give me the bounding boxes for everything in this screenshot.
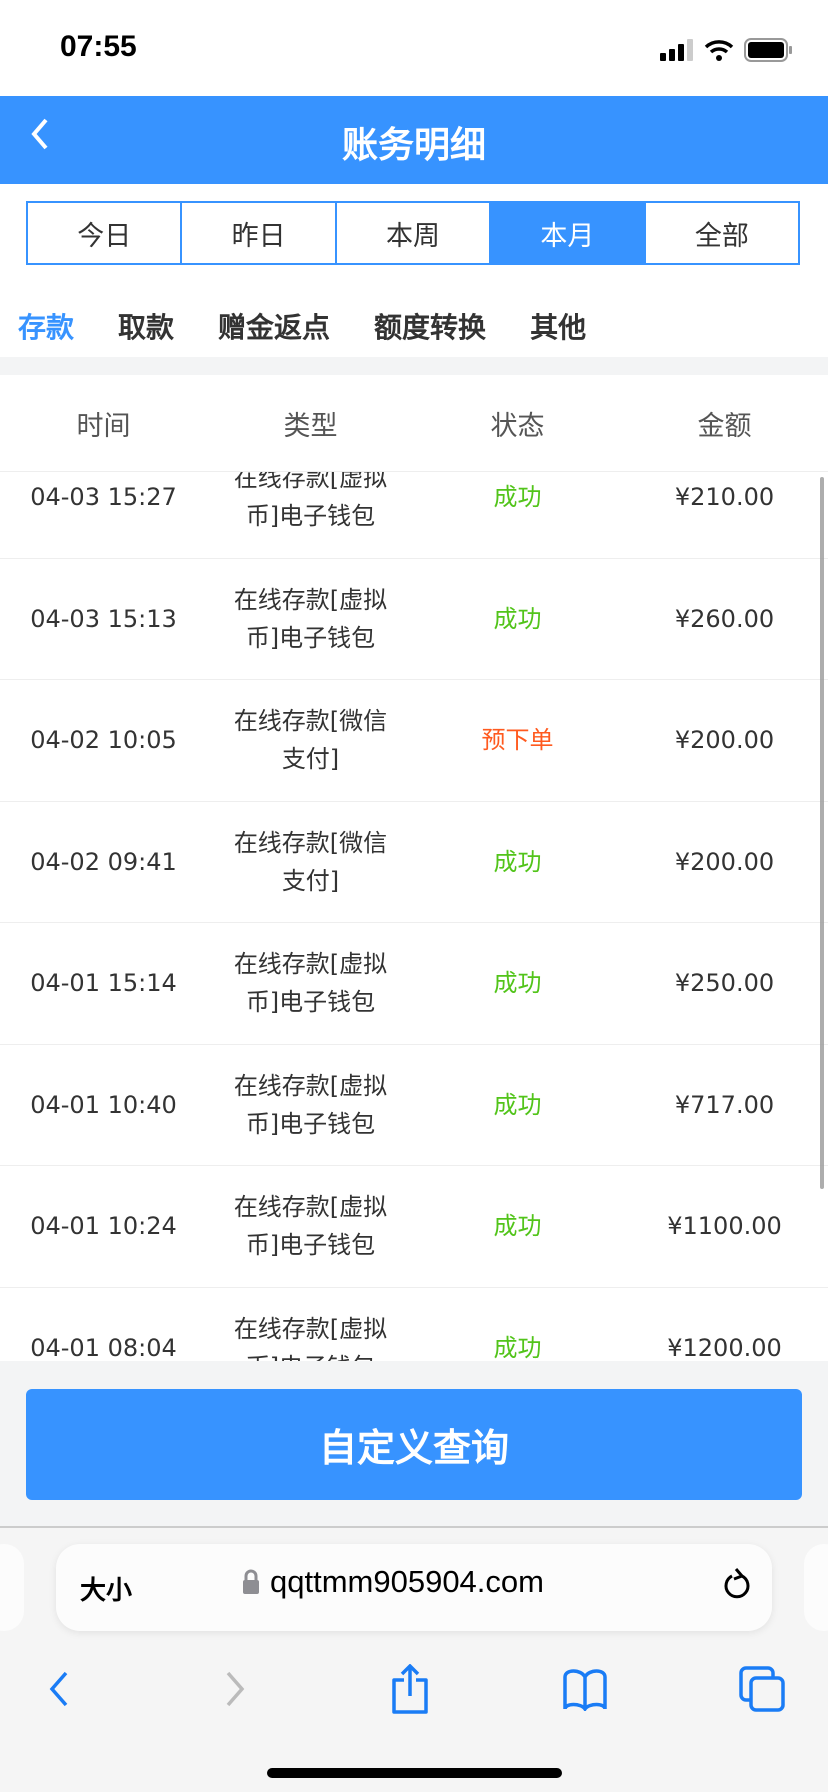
custom-query-button[interactable]: 自定义查询 <box>26 1389 802 1500</box>
row-type: 在线存款[虚拟币]电子钱包 <box>233 1071 388 1138</box>
reload-button[interactable] <box>722 1566 752 1611</box>
row-amount: ¥250.00 <box>674 969 775 998</box>
col-amount: 金额 <box>697 410 752 442</box>
signal-icon <box>660 39 693 61</box>
tabs-button[interactable] <box>732 1659 792 1719</box>
tab-withdraw[interactable]: 取款 <box>118 311 175 344</box>
row-status: 成功 <box>493 847 542 876</box>
row-amount: ¥210.00 <box>674 483 775 512</box>
text-size-button[interactable]: 大小 <box>80 1576 133 1606</box>
tab-other[interactable]: 其他 <box>530 311 587 344</box>
row-time: 04-02 10:05 <box>30 726 177 755</box>
row-type: 在线存款[虚拟币]电子钱包 <box>233 950 388 1017</box>
row-time: 04-01 10:24 <box>30 1212 177 1241</box>
row-type: 在线存款[虚拟币]电子钱包 <box>233 472 388 531</box>
share-icon <box>392 1664 428 1714</box>
book-icon <box>563 1669 607 1711</box>
divider <box>0 357 828 375</box>
wifi-icon <box>704 40 734 61</box>
table-row[interactable]: 04-02 09:41 在线存款[微信支付] 成功 ¥200.00 <box>0 802 828 923</box>
category-tabs: 存款 取款 赠金返点 额度转换 其他 <box>18 306 586 346</box>
tab-this-week[interactable]: 本周 <box>336 203 492 263</box>
tab-transfer[interactable]: 额度转换 <box>374 311 487 344</box>
row-type: 在线存款[虚拟币]电子钱包 <box>233 1314 388 1361</box>
row-time: 04-02 09:41 <box>30 847 177 876</box>
row-status: 成功 <box>493 1212 542 1241</box>
back-button[interactable] <box>28 114 52 164</box>
share-button[interactable] <box>380 1659 440 1719</box>
row-amount: ¥200.00 <box>674 726 775 755</box>
prev-tab-card[interactable] <box>0 1544 24 1631</box>
url-text: qqttmm905904.com <box>270 1564 544 1599</box>
row-type: 在线存款[虚拟币]电子钱包 <box>233 585 388 652</box>
bottom-bar: 自定义查询 <box>0 1361 828 1526</box>
row-time: 04-01 08:04 <box>30 1333 177 1361</box>
chevron-left-icon <box>31 118 48 150</box>
col-status: 状态 <box>490 410 545 442</box>
table-row[interactable]: 04-01 15:14 在线存款[虚拟币]电子钱包 成功 ¥250.00 <box>0 923 828 1045</box>
table-row[interactable]: 04-03 15:27 在线存款[虚拟币]电子钱包 成功 ¥210.00 <box>0 472 828 559</box>
col-type: 类型 <box>283 410 338 442</box>
row-time: 04-01 10:40 <box>30 1090 177 1119</box>
chevron-left-icon <box>49 1671 68 1707</box>
row-type: 在线存款[微信支付] <box>233 828 388 895</box>
status-bar: 07:55 <box>0 0 828 96</box>
row-status: 成功 <box>493 1090 542 1119</box>
row-amount: ¥200.00 <box>674 847 775 876</box>
bookmarks-button[interactable] <box>555 1659 615 1719</box>
tab-bonus-rebate[interactable]: 赠金返点 <box>218 311 331 344</box>
row-type: 在线存款[微信支付] <box>233 707 388 774</box>
row-amount: ¥1100.00 <box>667 1212 782 1241</box>
row-time: 04-03 15:27 <box>30 483 177 512</box>
row-type: 在线存款[虚拟币]电子钱包 <box>233 1193 388 1260</box>
tab-this-month[interactable]: 本月 <box>491 203 646 263</box>
chevron-right-icon <box>226 1671 245 1707</box>
table-row[interactable]: 04-01 10:40 在线存款[虚拟币]电子钱包 成功 ¥717.00 <box>0 1045 828 1166</box>
next-tab-card[interactable] <box>804 1544 828 1631</box>
table-row[interactable]: 04-03 15:13 在线存款[虚拟币]电子钱包 成功 ¥260.00 <box>0 559 828 680</box>
address-bar[interactable]: 大小 qqttmm905904.com <box>56 1544 772 1631</box>
tab-deposit[interactable]: 存款 <box>18 311 75 344</box>
row-status: 成功 <box>493 1333 542 1361</box>
app-header: 账务明细 <box>0 96 828 184</box>
battery-icon <box>744 38 792 62</box>
clock: 07:55 <box>60 30 137 63</box>
row-status: 预下单 <box>481 726 554 755</box>
row-time: 04-01 15:14 <box>30 969 177 998</box>
browser-back-button[interactable] <box>28 1659 88 1719</box>
row-amount: ¥717.00 <box>674 1090 775 1119</box>
row-status: 成功 <box>493 483 542 512</box>
row-status: 成功 <box>493 604 542 633</box>
table-row[interactable]: 04-01 10:24 在线存款[虚拟币]电子钱包 成功 ¥1100.00 <box>0 1166 828 1288</box>
page-title: 账务明细 <box>341 125 486 166</box>
tab-all[interactable]: 全部 <box>645 203 799 263</box>
col-time: 时间 <box>76 410 131 442</box>
browser-toolbar: 大小 qqttmm905904.com <box>0 1526 828 1792</box>
tab-today[interactable]: 今日 <box>28 203 183 263</box>
home-indicator <box>267 1768 562 1778</box>
table-header: 时间 类型 状态 金额 <box>0 375 828 472</box>
row-time: 04-03 15:13 <box>30 604 177 633</box>
table-row[interactable]: 04-01 08:04 在线存款[虚拟币]电子钱包 成功 ¥1200.00 <box>0 1288 828 1361</box>
lock-icon <box>243 1569 259 1594</box>
scrollbar[interactable] <box>820 477 824 1189</box>
row-amount: ¥1200.00 <box>667 1333 782 1361</box>
tabs-icon <box>739 1666 785 1712</box>
tab-yesterday[interactable]: 昨日 <box>182 203 337 263</box>
row-status: 成功 <box>493 969 542 998</box>
browser-forward-button[interactable] <box>206 1659 266 1719</box>
row-amount: ¥260.00 <box>674 604 775 633</box>
transaction-list[interactable]: 04-03 15:27 在线存款[虚拟币]电子钱包 成功 ¥210.00 04-0… <box>0 472 828 1361</box>
period-tabs: 今日 昨日 本周 本月 全部 <box>26 201 800 265</box>
reload-icon <box>724 1568 750 1599</box>
table-row[interactable]: 04-02 10:05 在线存款[微信支付] 预下单 ¥200.00 <box>0 680 828 802</box>
